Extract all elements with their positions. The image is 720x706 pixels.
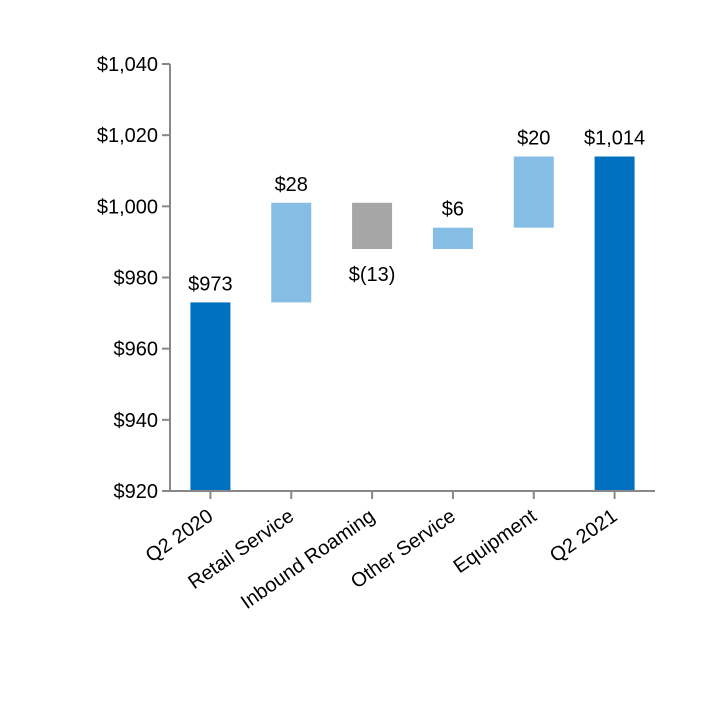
y-tick-label: $1,040 <box>97 54 158 76</box>
bars-group <box>190 156 635 491</box>
data-label-other-service: $6 <box>442 199 464 221</box>
bar-other-service <box>432 227 473 250</box>
x-tick-label-q2-2020: Q2 2020 <box>142 505 217 567</box>
y-tick-label: $920 <box>114 481 159 503</box>
data-label-q2-2020: $973 <box>188 273 233 295</box>
y-tick-label: $1,020 <box>97 125 158 147</box>
bar-equipment <box>513 156 554 228</box>
bar-retail-service <box>271 202 312 303</box>
data-label-q2-2021: $1,014 <box>584 128 645 150</box>
x-tick-label-equipment: Equipment <box>450 505 541 578</box>
x-tick-label-inbound-roaming: Inbound Roaming <box>237 505 379 614</box>
y-axis-ticks: $920 $940 $960 $980 $1,000 $1,020 $1,040 <box>97 54 170 503</box>
y-tick-label: $960 <box>114 339 159 361</box>
y-tick-label: $980 <box>114 268 159 290</box>
data-label-inbound-roaming: $(13) <box>349 264 396 286</box>
data-label-retail-service: $28 <box>275 174 308 196</box>
data-label-equipment: $20 <box>517 128 550 150</box>
bar-inbound-roaming <box>352 202 393 250</box>
y-tick-label: $940 <box>114 410 159 432</box>
bar-q2-2021 <box>594 156 635 491</box>
x-tick-label-q2-2021: Q2 2021 <box>546 505 621 567</box>
bar-q2-2020 <box>190 302 231 491</box>
data-labels-group: $973 $28 $(13) $6 $20 $1,014 <box>188 128 645 296</box>
y-tick-label: $1,000 <box>97 196 158 218</box>
